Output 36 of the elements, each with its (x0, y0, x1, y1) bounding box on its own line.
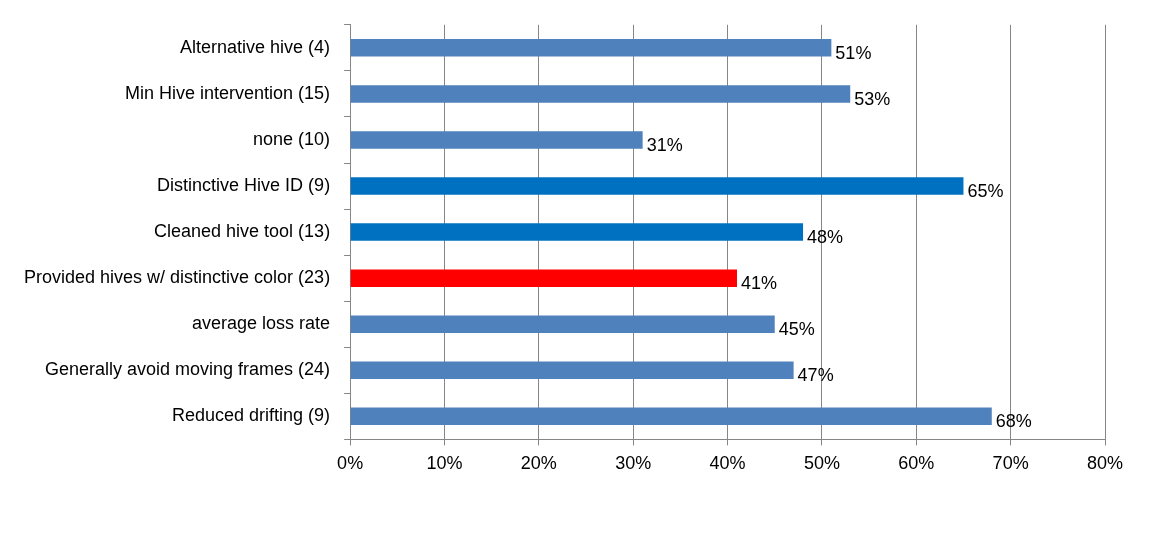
bar (350, 223, 804, 241)
bar (350, 361, 794, 380)
x-tick-label: 70% (992, 453, 1029, 474)
data-label: 68% (995, 411, 1032, 432)
y-tick-label: Distinctive Hive ID (9) (157, 175, 331, 195)
data-label: 41% (741, 273, 778, 294)
x-tick-label: 80% (1086, 453, 1124, 474)
y-tick-label: none (10) (253, 128, 331, 149)
bar (350, 269, 737, 287)
bar (350, 131, 643, 149)
data-label: 45% (778, 319, 815, 340)
y-tick-label: Cleaned hive tool (13) (154, 221, 331, 242)
x-tick-label: 20% (520, 453, 557, 474)
x-tick-label: 0% (337, 453, 364, 474)
y-tick-label: average loss rate (192, 313, 331, 334)
bar (350, 177, 964, 195)
data-label: 48% (807, 227, 844, 248)
y-tick-label: Min Hive intervention (15) (125, 82, 331, 103)
data-label: 65% (967, 181, 1004, 201)
bar (350, 407, 992, 426)
bar (350, 85, 851, 103)
y-tick-label: Alternative hive (4) (180, 36, 331, 57)
bar (350, 39, 832, 57)
bar (350, 315, 775, 333)
x-tick-label: 60% (898, 453, 935, 474)
x-tick-label: 30% (615, 453, 652, 474)
x-tick-label: 40% (709, 453, 746, 474)
x-tick-label: 50% (803, 453, 840, 474)
data-label: 51% (835, 42, 872, 63)
data-label: 31% (646, 134, 683, 155)
data-label: 53% (854, 88, 891, 109)
y-tick-label: Generally avoid moving frames (24) (45, 359, 331, 380)
x-tick-label: 10% (426, 453, 463, 474)
y-tick-label: Reduced drifting (9) (172, 405, 331, 426)
y-tick-label: Provided hives w/ distinctive color (23) (24, 267, 331, 288)
data-label: 47% (797, 365, 834, 386)
